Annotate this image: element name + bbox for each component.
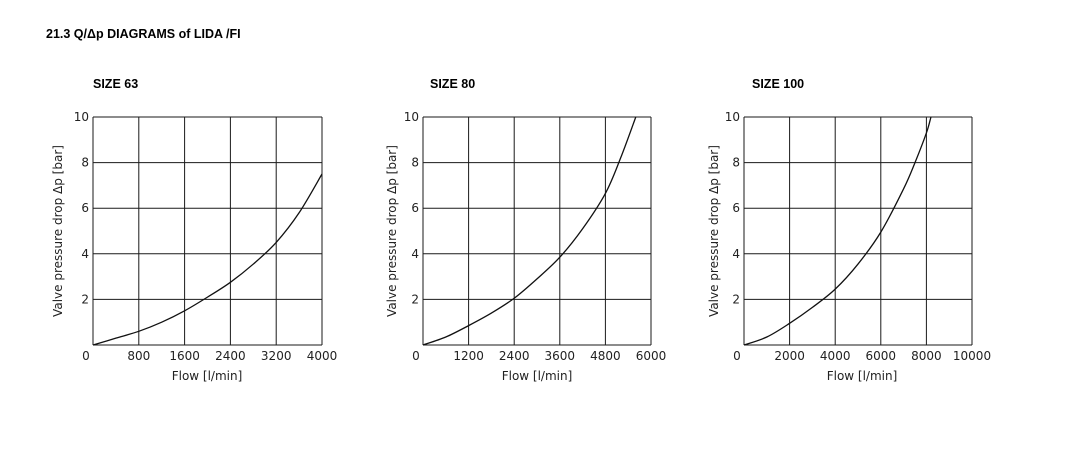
x-tick-label: 6000 (866, 349, 897, 363)
x-tick-label: 1600 (169, 349, 200, 363)
y-tick-label: 10 (725, 110, 740, 124)
chart-title: SIZE 63 (93, 77, 138, 91)
chart-size-100: SIZE 100 0 2000 4000 6000 8000 10000 2 4 6 8 10 Flow… (707, 77, 991, 383)
x-tick-label: 3200 (261, 349, 292, 363)
y-tick-label: 6 (411, 201, 419, 215)
y-tick-label: 4 (81, 247, 89, 261)
x-tick-label: 10000 (953, 349, 991, 363)
y-tick-label: 8 (81, 156, 89, 170)
flow-pressure-curve (743, 116, 932, 346)
y-tick-label: 6 (81, 201, 89, 215)
chart-title: SIZE 100 (752, 77, 804, 91)
y-axis-label: Valve pressure drop Δp [bar] (51, 145, 65, 317)
y-axis-label: Valve pressure drop Δp [bar] (385, 145, 399, 317)
x-tick-label: 0 (412, 349, 420, 363)
x-axis-label: Flow [l/min] (502, 369, 573, 383)
y-tick-label: 8 (732, 156, 740, 170)
y-axis-label: Valve pressure drop Δp [bar] (707, 145, 721, 317)
y-tick-label: 2 (732, 292, 740, 306)
y-tick-label: 6 (732, 201, 740, 215)
section-title: 21.3 Q/Δp DIAGRAMS of LIDA /FI (46, 27, 241, 41)
x-axis-label: Flow [l/min] (827, 369, 898, 383)
x-tick-label: 4000 (820, 349, 851, 363)
x-tick-label: 2400 (215, 349, 246, 363)
y-tick-label: 4 (411, 247, 419, 261)
x-tick-label: 3600 (545, 349, 576, 363)
x-tick-label: 2000 (774, 349, 805, 363)
y-tick-label: 2 (81, 292, 89, 306)
chart-size-80: SIZE 80 0 1200 2400 3600 4800 6000 2 4 6 8 10 Flow [… (385, 77, 666, 383)
flow-pressure-curve (92, 173, 323, 346)
x-tick-label: 4800 (590, 349, 621, 363)
x-tick-label: 8000 (911, 349, 942, 363)
y-tick-label: 8 (411, 156, 419, 170)
x-tick-label: 4000 (307, 349, 338, 363)
x-tick-label: 1200 (453, 349, 484, 363)
x-axis-label: Flow [l/min] (172, 369, 243, 383)
flow-pressure-curve (422, 116, 637, 346)
x-tick-label: 2400 (499, 349, 530, 363)
y-tick-label: 10 (74, 110, 89, 124)
y-tick-label: 2 (411, 292, 419, 306)
x-tick-label: 0 (82, 349, 90, 363)
y-tick-label: 4 (732, 247, 740, 261)
chart-title: SIZE 80 (430, 77, 475, 91)
x-tick-label: 6000 (636, 349, 667, 363)
chart-size-63: SIZE 63 0 800 1600 2400 3200 4000 2 4 6 8 10 Flow [l… (51, 77, 337, 383)
x-tick-label: 0 (733, 349, 741, 363)
y-tick-label: 10 (404, 110, 419, 124)
x-tick-label: 800 (127, 349, 150, 363)
